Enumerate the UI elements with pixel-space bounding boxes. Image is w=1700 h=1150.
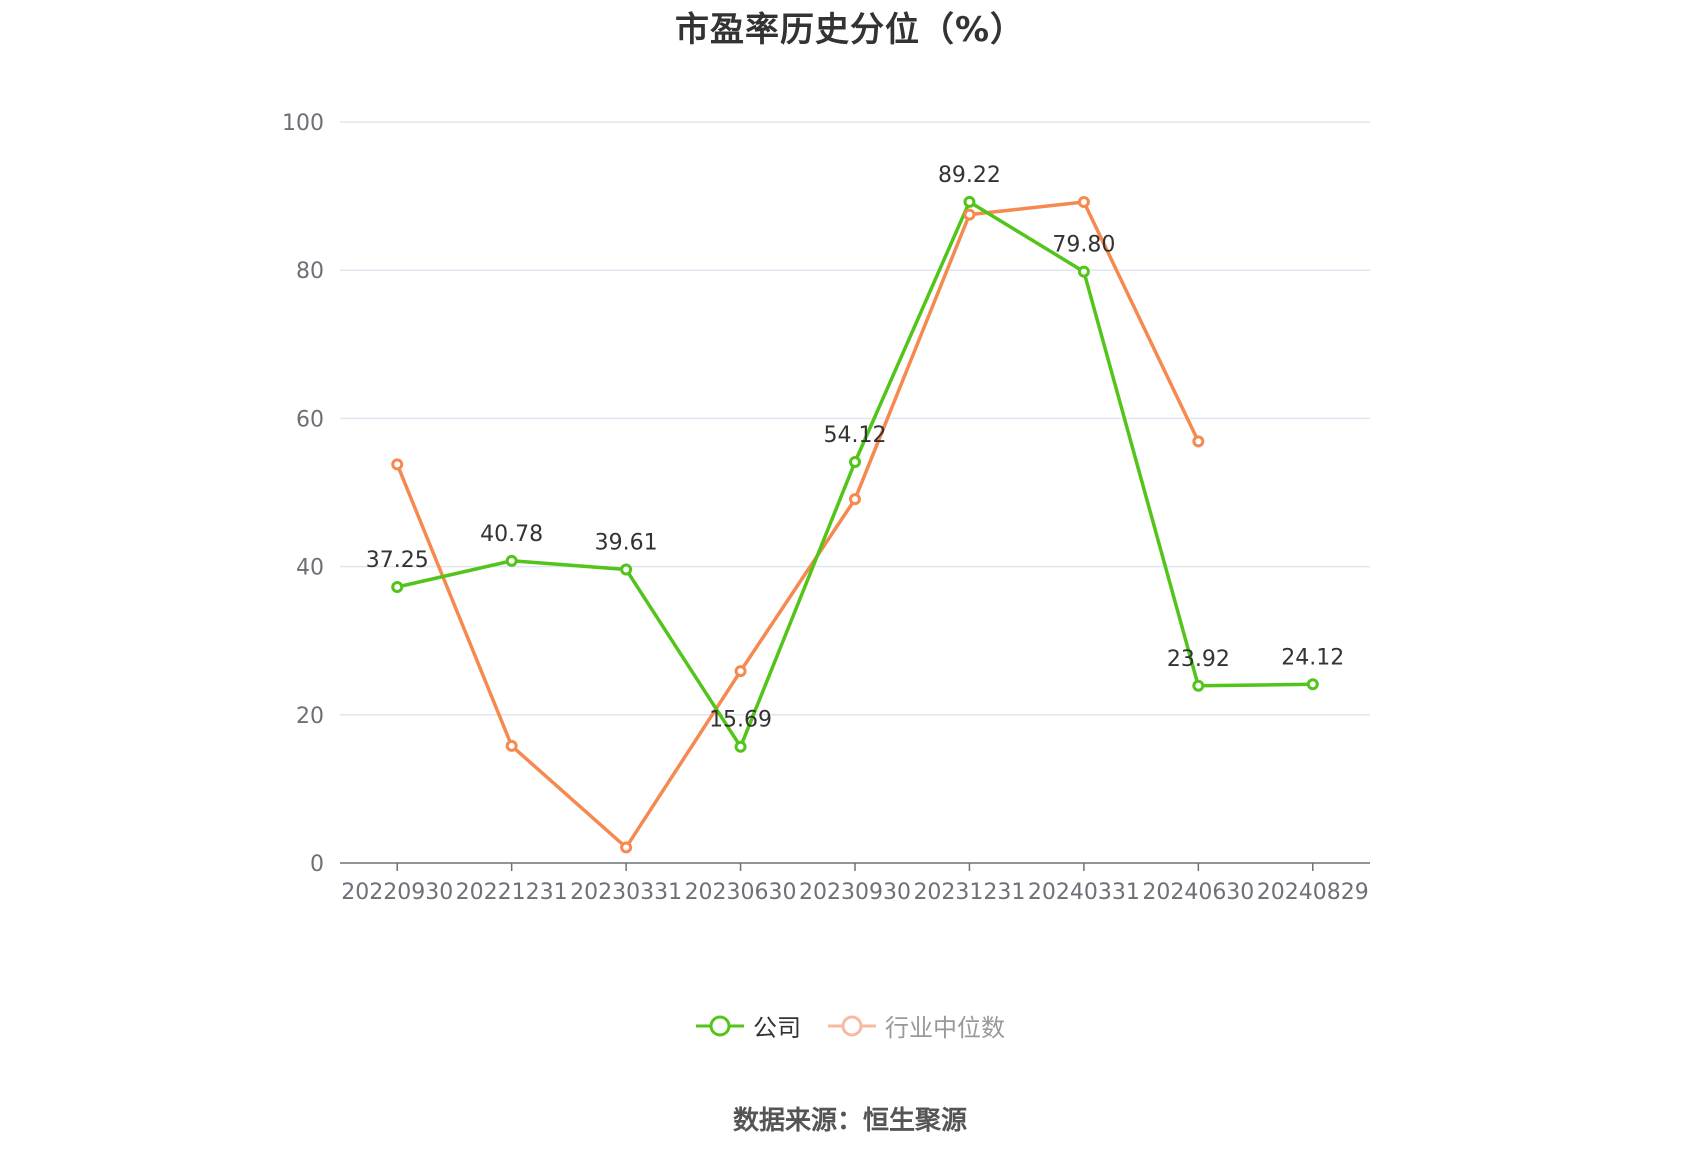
data-label-company: 40.78 [480,522,543,547]
data-point-company[interactable] [391,580,404,593]
data-point-industry[interactable] [505,739,518,752]
x-tick-label: 20231231 [913,880,1025,905]
data-label-company: 37.25 [366,548,429,573]
source-note: 数据来源：恒生聚源 [732,1106,967,1136]
x-tick-label: 20230331 [570,880,682,905]
data-point-company[interactable] [505,554,518,567]
legend-item-company[interactable]: 公司 [695,1008,801,1043]
data-point-company[interactable] [620,563,633,576]
y-tick-label: 40 [296,556,324,581]
y-tick-label: 100 [282,111,324,136]
data-label-company: 23.92 [1167,647,1230,672]
data-point-company[interactable] [1077,265,1090,278]
legend: 公司 行业中位数 [0,1008,1700,1043]
data-point-industry[interactable] [391,458,404,471]
data-point-company[interactable] [849,455,861,468]
x-tick-label: 20240630 [1142,880,1254,905]
series-line-industry [395,200,1200,850]
x-tick-label: 20221231 [456,880,568,905]
data-point-industry[interactable] [1192,435,1205,448]
data-label-company: 79.80 [1052,233,1115,258]
chart-title: 市盈率历史分位（%） [674,10,1026,50]
legend-industry-label: 行业中位数 [885,1014,1005,1042]
legend-item-industry[interactable]: 行业中位数 [827,1008,1005,1043]
x-tick-label: 20240829 [1257,880,1369,905]
data-point-company[interactable] [963,195,976,208]
data-point-industry[interactable] [963,208,976,221]
data-point-industry[interactable] [620,841,633,854]
legend-industry-swatch-icon [828,1015,876,1036]
data-label-company: 89.22 [938,163,1001,188]
y-tick-label: 0 [310,852,324,877]
grid-lines [340,121,1370,716]
data-point-industry[interactable] [734,665,747,678]
data-points[interactable] [391,195,1319,854]
legend-company-label: 公司 [753,1014,801,1042]
data-point-company[interactable] [734,740,747,753]
x-tick-label: 20230630 [685,880,797,905]
y-tick-label: 60 [296,407,324,432]
data-point-industry[interactable] [849,493,861,506]
legend-company-swatch-icon [696,1015,744,1036]
x-tick-label: 20220930 [341,880,453,905]
data-point-company[interactable] [1306,678,1319,691]
y-tick-label: 80 [296,259,324,284]
data-label-company: 39.61 [595,530,658,555]
data-point-industry[interactable] [1077,196,1090,209]
x-tick-label: 20230930 [799,880,911,905]
data-labels: 37.25 40.78 39.61 15.69 54.12 89.22 79.80 23.92… [366,163,1345,733]
data-point-company[interactable] [1192,679,1205,692]
x-tick-label: 20240331 [1028,880,1140,905]
y-tick-label: 20 [296,704,324,729]
data-label-company: 54.12 [824,423,887,448]
data-label-company: 24.12 [1281,645,1344,670]
data-label-company: 15.69 [709,708,772,733]
